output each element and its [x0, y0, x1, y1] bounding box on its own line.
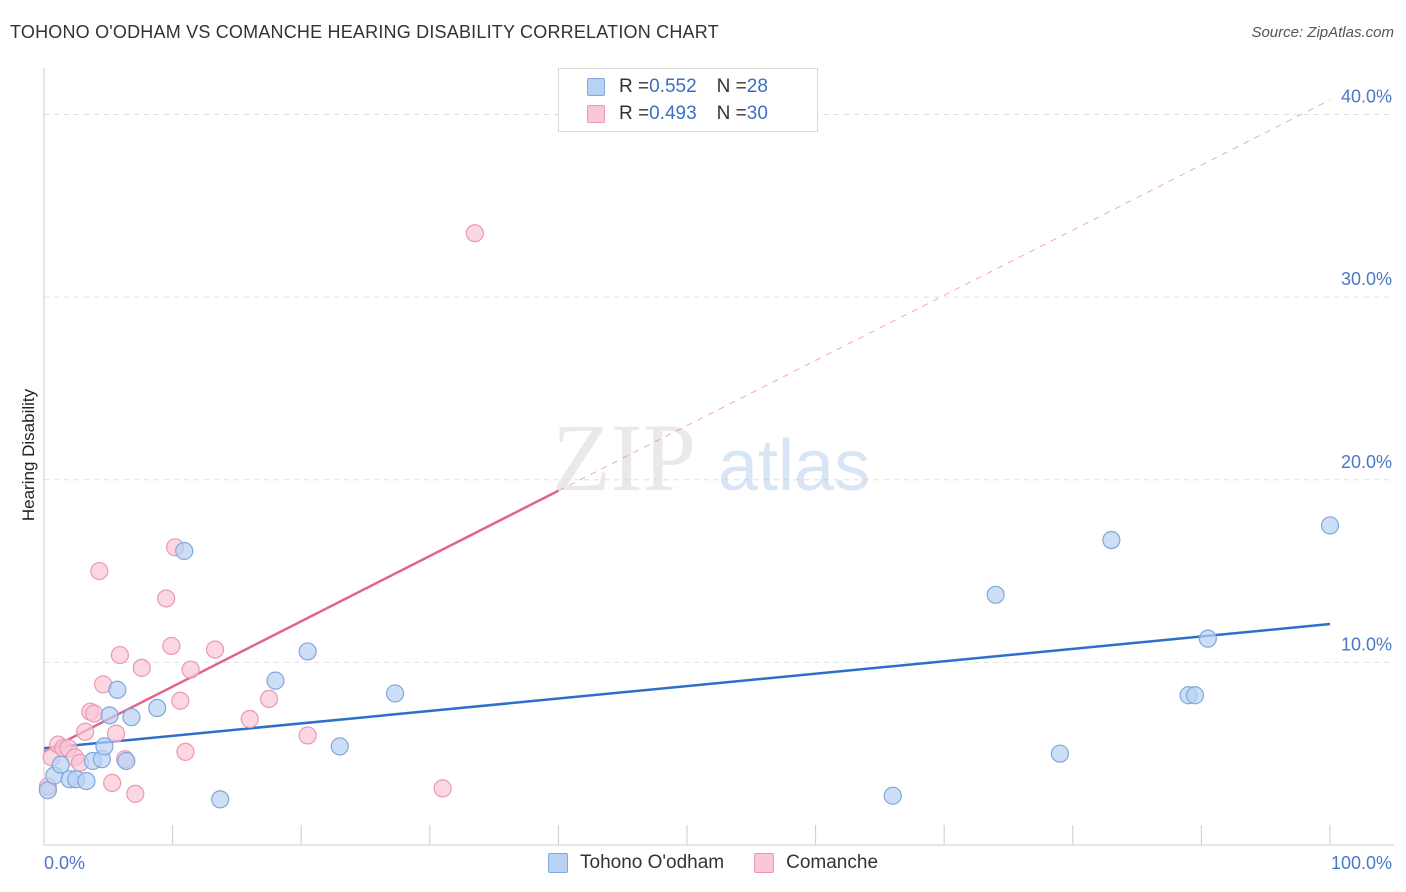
point-tohono — [330, 737, 349, 756]
x-tick-label: 0.0% — [44, 853, 85, 873]
point-comanche — [181, 660, 200, 679]
x-tick-label: 100.0% — [1331, 853, 1392, 873]
chart-title: TOHONO O'ODHAM VS COMANCHE HEARING DISAB… — [10, 22, 719, 42]
point-tohono — [51, 755, 70, 774]
point-comanche — [433, 779, 452, 798]
legend-item-comanche: Comanche — [754, 852, 878, 874]
point-tohono — [986, 585, 1005, 604]
point-tohono — [211, 790, 230, 809]
legend-swatch-pink — [587, 105, 605, 123]
point-comanche — [298, 726, 317, 745]
point-comanche — [465, 224, 484, 243]
point-tohono — [1320, 516, 1340, 535]
point-comanche — [110, 645, 129, 665]
y-tick-label: 10.0% — [1341, 634, 1392, 654]
point-comanche — [205, 640, 225, 659]
point-comanche — [240, 709, 259, 729]
point-tohono — [385, 684, 405, 703]
legend-r-label: R = — [619, 103, 650, 124]
trend-line-comanche — [43, 489, 559, 753]
y-tick-label: 30.0% — [1341, 269, 1392, 289]
trend-lines — [43, 99, 1331, 753]
legend-n-label: N = — [716, 103, 747, 124]
point-comanche — [132, 658, 151, 677]
legend-swatch-tohono — [548, 853, 568, 873]
trend-line-tohono — [43, 622, 1331, 750]
point-tohono — [175, 541, 194, 561]
point-comanche — [171, 691, 190, 710]
legend-swatch-blue — [587, 78, 605, 96]
source-label: Source: ZipAtlas.com — [1251, 24, 1394, 41]
point-tohono — [1102, 530, 1121, 550]
point-comanche — [126, 784, 145, 803]
legend-n-value: 30 — [746, 103, 768, 124]
point-tohono — [77, 771, 96, 791]
point-tohono — [883, 786, 902, 805]
point-tohono — [108, 680, 127, 699]
legend-row-pink: R = 0.493 N = 30 — [587, 102, 768, 126]
legend-label-tohono: Tohono O'odham — [580, 852, 725, 873]
legend-swatch-comanche — [754, 853, 775, 873]
legend-row-blue: R = 0.552 N = 28 — [587, 75, 768, 99]
y-tick-label: 20.0% — [1341, 452, 1392, 472]
axes — [43, 68, 1394, 846]
y-tick-label: 40.0% — [1341, 87, 1392, 107]
point-comanche — [157, 589, 176, 608]
point-tohono — [1198, 629, 1217, 648]
point-tohono — [266, 671, 285, 690]
legend-r-value: 0.552 — [649, 76, 697, 97]
legend-label-comanche: Comanche — [786, 852, 879, 873]
point-comanche — [76, 722, 95, 741]
legend-item-tohono: Tohono O'odham — [548, 852, 724, 874]
point-comanche — [106, 724, 126, 743]
point-comanche — [259, 689, 279, 709]
point-comanche — [103, 773, 122, 793]
y-axis-label: Hearing Disability — [19, 388, 38, 521]
watermark: ZIP atlas — [552, 404, 870, 511]
point-tohono — [117, 751, 136, 771]
point-tohono — [100, 706, 119, 725]
point-tohono — [1050, 744, 1070, 763]
tick-labels: 10.0% 20.0% 30.0% 40.0% 0.0% 100.0% — [44, 87, 1392, 873]
point-tohono — [122, 708, 141, 727]
trend-extension-comanche — [558, 99, 1331, 492]
series-legend: Tohono O'odham Comanche — [548, 852, 908, 874]
legend-n-label: N = — [716, 76, 747, 97]
legend-r-label: R = — [619, 76, 650, 97]
point-tohono — [95, 737, 114, 756]
point-comanche — [85, 704, 104, 723]
data-points — [38, 224, 1340, 809]
watermark-atlas: atlas — [718, 426, 870, 506]
grid-lines — [44, 114, 1394, 663]
correlation-legend: R = 0.552 N = 28 R = 0.493 N = 30 — [558, 68, 818, 132]
legend-n-value: 28 — [746, 76, 768, 97]
legend-r-value: 0.493 — [649, 103, 697, 124]
point-tohono — [1185, 686, 1205, 705]
point-tohono — [148, 698, 167, 718]
point-comanche — [90, 561, 109, 581]
point-comanche — [162, 636, 181, 656]
point-comanche — [176, 742, 195, 761]
point-tohono — [298, 642, 317, 661]
